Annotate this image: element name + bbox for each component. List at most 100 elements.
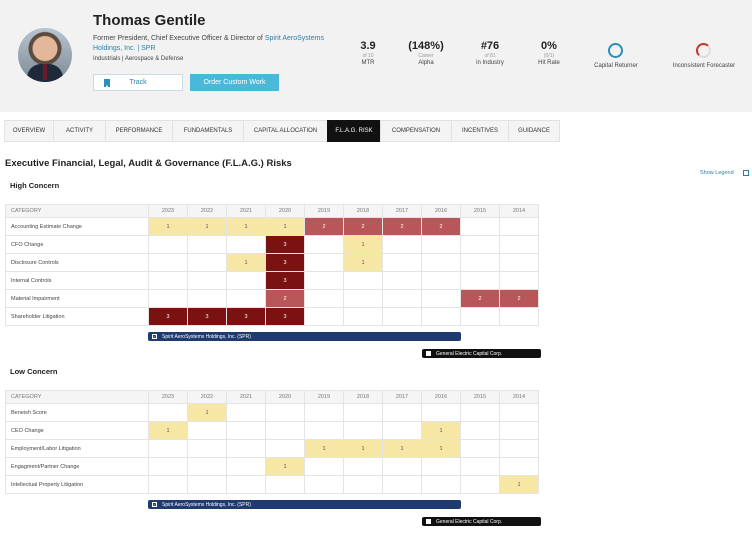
- year-header: 2016: [421, 390, 461, 404]
- tenure-bar-ge[interactable]: General Electric Capital Corp.: [422, 517, 541, 526]
- risk-cell[interactable]: 1: [343, 235, 383, 254]
- section-title: Executive Financial, Legal, Audit & Gove…: [5, 158, 292, 169]
- risk-cell[interactable]: 1: [343, 253, 383, 272]
- risk-cell: [499, 253, 539, 272]
- risk-cell[interactable]: 3: [265, 271, 305, 290]
- company-link[interactable]: Spirit AeroSystems Holdings, Inc. | SPR: [93, 35, 324, 52]
- badge-capital-returner[interactable]: Capital Returner: [594, 63, 638, 69]
- year-header: 2017: [382, 390, 422, 404]
- risk-cell[interactable]: 3: [187, 307, 227, 326]
- risk-cell[interactable]: 1: [499, 475, 539, 494]
- risk-cell[interactable]: 1: [148, 421, 188, 440]
- year-header: 2023: [148, 204, 188, 218]
- risk-cell[interactable]: 2: [343, 217, 383, 236]
- check-icon: ✓: [152, 334, 157, 339]
- risk-cell: [187, 475, 227, 494]
- tab-incentives[interactable]: INCENTIVES: [451, 120, 509, 142]
- profile-header: Thomas Gentile Former President, Chief E…: [0, 0, 752, 112]
- show-legend-link[interactable]: Show Legend: [700, 170, 749, 176]
- tenure-bar-spirit[interactable]: ✓ Spirit AeroSystems Holdings, Inc. (SPR): [148, 500, 461, 509]
- checkbox-icon: [426, 519, 431, 524]
- risk-cell: [226, 421, 266, 440]
- risk-cell[interactable]: 1: [265, 217, 305, 236]
- risk-cell: [460, 253, 500, 272]
- tab-fundamentals[interactable]: FUNDAMENTALS: [172, 120, 244, 142]
- risk-cell[interactable]: 1: [226, 253, 266, 272]
- risk-cell: [421, 271, 461, 290]
- risk-category-label: Intellectual Property Litigation: [5, 475, 149, 494]
- risk-cell[interactable]: 2: [382, 217, 422, 236]
- risk-cell[interactable]: 3: [265, 235, 305, 254]
- risk-cell[interactable]: 1: [343, 439, 383, 458]
- risk-cell: [187, 439, 227, 458]
- risk-cell: [499, 421, 539, 440]
- year-header: 2019: [304, 204, 344, 218]
- tab-guidance[interactable]: GUIDANCE: [508, 120, 560, 142]
- risk-cell[interactable]: 2: [421, 217, 461, 236]
- risk-row: Shareholder Litigation 3 3 3 3: [5, 307, 539, 326]
- risk-cell: [226, 235, 266, 254]
- risk-cell[interactable]: 3: [265, 253, 305, 272]
- risk-cell[interactable]: 1: [148, 217, 188, 236]
- risk-cell[interactable]: 1: [226, 217, 266, 236]
- stat-value: #76: [480, 40, 500, 52]
- stat-sub: (0/1): [543, 53, 555, 59]
- tenure-bar-ge[interactable]: General Electric Capital Corp.: [422, 349, 541, 358]
- risk-cell[interactable]: 3: [148, 307, 188, 326]
- risk-cell[interactable]: 2: [499, 289, 539, 308]
- risk-cell: [148, 457, 188, 476]
- risk-cell[interactable]: 2: [460, 289, 500, 308]
- risk-row: Internal Controls 3: [5, 271, 539, 290]
- risk-cell: [421, 457, 461, 476]
- track-label: Track: [129, 79, 147, 86]
- tab-capital-allocation[interactable]: CAPITAL ALLOCATION: [243, 120, 328, 142]
- risk-cell: [382, 403, 422, 422]
- partial-ring-icon: [696, 43, 711, 58]
- tab-overview[interactable]: OVERVIEW: [4, 120, 54, 142]
- risk-cell: [187, 457, 227, 476]
- risk-cell: [421, 235, 461, 254]
- checkbox-icon: [426, 351, 431, 356]
- tenure-bar-spirit[interactable]: ✓ Spirit AeroSystems Holdings, Inc. (SPR): [148, 332, 461, 341]
- risk-cell[interactable]: 1: [382, 439, 422, 458]
- stat-value: 3.9: [360, 40, 376, 52]
- risk-cell: [460, 403, 500, 422]
- risk-cell[interactable]: 1: [421, 421, 461, 440]
- tab-flag-risk[interactable]: F.L.A.G. RISK: [327, 120, 381, 142]
- risk-cell: [343, 457, 383, 476]
- risk-cell: [304, 307, 344, 326]
- stat-value: 0%: [541, 40, 557, 52]
- tab-compensation[interactable]: COMPENSATION: [380, 120, 452, 142]
- risk-cell[interactable]: 1: [304, 439, 344, 458]
- risk-cell: [460, 217, 500, 236]
- stat-alpha: (148%) Career Alpha: [396, 40, 456, 66]
- risk-cell[interactable]: 3: [226, 307, 266, 326]
- risk-cell[interactable]: 1: [187, 217, 227, 236]
- risk-cell[interactable]: 2: [265, 289, 305, 308]
- risk-cell[interactable]: 1: [421, 439, 461, 458]
- risk-cell[interactable]: 1: [265, 457, 305, 476]
- risk-cell: [226, 403, 266, 422]
- badge-inconsistent-forecaster[interactable]: Inconsistent Forecaster: [672, 63, 736, 69]
- risk-row: Intellectual Property Litigation 1: [5, 475, 539, 494]
- risk-cell[interactable]: 1: [187, 403, 227, 422]
- risk-cell: [148, 289, 188, 308]
- avatar: [18, 28, 72, 82]
- stat-sub: of 81: [484, 53, 496, 59]
- tab-performance[interactable]: PERFORMANCE: [105, 120, 173, 142]
- high-concern-title: High Concern: [10, 181, 60, 190]
- risk-cell[interactable]: 2: [304, 217, 344, 236]
- order-custom-work-button[interactable]: Order Custom Work: [190, 74, 279, 91]
- tab-activity[interactable]: ACTIVITY: [53, 120, 106, 142]
- track-button[interactable]: Track: [93, 74, 183, 91]
- risk-cell: [421, 403, 461, 422]
- risk-category-label: Shareholder Litigation: [5, 307, 149, 326]
- risk-cell[interactable]: 3: [265, 307, 305, 326]
- year-header: 2018: [343, 390, 383, 404]
- stat-label: MTR: [361, 60, 375, 66]
- risk-cell: [460, 475, 500, 494]
- risk-cell: [148, 253, 188, 272]
- risk-cell: [499, 403, 539, 422]
- risk-row: Employment/Labor Litigation 1 1 1 1: [5, 439, 539, 458]
- risk-category-label: Engagment/Partner Change: [5, 457, 149, 476]
